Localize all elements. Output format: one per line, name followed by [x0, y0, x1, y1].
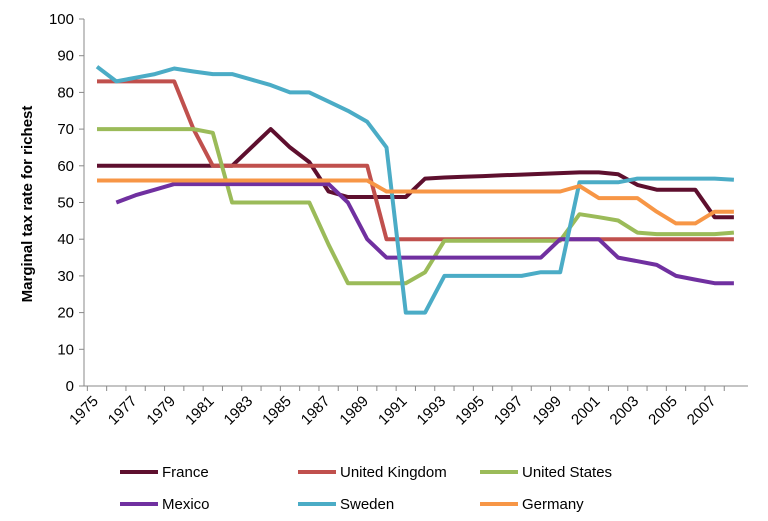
y-tick-label: 0: [66, 378, 74, 395]
x-tick-label: 1979: [143, 393, 179, 429]
x-tick-label: 2003: [607, 393, 643, 429]
y-axis-title: Marginal tax rate for richest: [19, 106, 36, 303]
x-tick-label: 1983: [221, 393, 257, 429]
y-tick-label: 100: [49, 11, 74, 28]
x-axis: 1975 1977 1979 1981 1983 1985 1987 1989 1991 1993…: [66, 386, 725, 429]
y-tick-label: 50: [57, 195, 74, 212]
x-tick-label: 1987: [298, 393, 334, 429]
series-line-united-kingdom: [97, 79, 734, 242]
y-tick-label: 70: [57, 121, 74, 138]
y-axis: 0 10 20 30 40 50 60 70 80 90 100: [49, 11, 84, 395]
x-tick-label: 1989: [336, 393, 372, 429]
series-line-sweden: [95, 65, 735, 315]
y-tick-label: 40: [57, 231, 74, 248]
x-tick-label: 1995: [452, 393, 488, 429]
legend: France United Kingdom United States Mexico S…: [120, 464, 612, 513]
series-line-france: [97, 127, 734, 220]
x-tick-label: 1993: [414, 393, 450, 429]
legend-label-mexico: Mexico: [162, 496, 210, 513]
y-tick-label: 20: [57, 305, 74, 322]
y-tick-label: 60: [57, 158, 74, 175]
x-tick-label: 2001: [568, 393, 604, 429]
series-line-mexico: [115, 182, 734, 286]
series-layer: [95, 65, 735, 315]
legend-label-sweden: Sweden: [340, 496, 394, 513]
y-tick-label: 10: [57, 341, 74, 358]
x-tick-label: 1975: [66, 393, 102, 429]
y-tick-label: 30: [57, 268, 74, 285]
x-tick-label: 1981: [182, 393, 218, 429]
legend-label-united-kingdom: United Kingdom: [340, 464, 447, 481]
y-tick-label: 80: [57, 84, 74, 101]
x-tick-label: 2007: [684, 393, 720, 429]
x-tick-label: 1997: [491, 393, 527, 429]
legend-label-germany: Germany: [522, 496, 584, 513]
legend-label-united-states: United States: [522, 464, 612, 481]
x-tick-label: 1991: [375, 393, 411, 429]
series-line-united-states: [97, 127, 735, 286]
x-tick-label: 1985: [259, 393, 295, 429]
series-line-germany: [97, 178, 734, 226]
y-tick-label: 90: [57, 48, 74, 65]
x-tick-label: 2005: [645, 393, 681, 429]
x-tick-label: 1999: [529, 393, 565, 429]
x-tick-label: 1977: [105, 393, 141, 429]
legend-label-france: France: [162, 464, 209, 481]
